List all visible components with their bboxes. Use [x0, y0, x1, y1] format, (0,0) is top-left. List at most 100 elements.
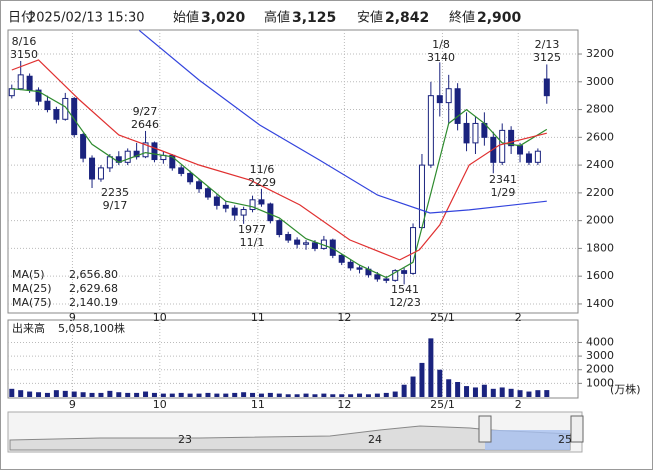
- candle-body: [97, 167, 104, 180]
- candle-body: [294, 239, 301, 245]
- candle-body: [240, 209, 247, 216]
- volume-bar: [223, 393, 229, 397]
- header-value: 3,020: [201, 10, 246, 26]
- candle-body: [187, 172, 194, 183]
- volume-bar: [71, 391, 77, 397]
- volume-bar: [419, 362, 425, 397]
- candle-body: [285, 234, 292, 241]
- y-tick-label: 2400: [586, 158, 614, 171]
- volume-bar: [178, 392, 184, 397]
- candle-body: [525, 153, 532, 163]
- header-value: 2,900: [477, 10, 522, 26]
- candle-body: [89, 157, 96, 180]
- navigator-handle[interactable]: [478, 415, 492, 443]
- candle-body: [258, 199, 265, 205]
- candle-body: [472, 122, 479, 144]
- volume-bar: [357, 393, 363, 397]
- y-tick-label: 2600: [586, 130, 614, 143]
- annotation-price: 3125: [533, 51, 561, 64]
- volume-bar: [374, 393, 380, 397]
- candle-body: [222, 204, 229, 209]
- volume-bar: [285, 394, 291, 397]
- header-label: 終値: [449, 10, 475, 26]
- navigator-label: 24: [368, 433, 382, 446]
- candle-body: [196, 181, 203, 190]
- candle-body: [124, 150, 131, 163]
- candle-body: [249, 199, 256, 211]
- candle-body: [178, 167, 185, 174]
- volume-bar: [116, 392, 122, 397]
- header-text: 日付: [8, 11, 34, 26]
- volume-bar: [401, 384, 407, 397]
- volume-bar: [53, 390, 59, 397]
- navigator-handle[interactable]: [570, 415, 584, 443]
- volume-bar: [446, 379, 452, 397]
- candle-body: [17, 74, 24, 90]
- candle-body: [44, 100, 51, 111]
- candle-body: [543, 78, 550, 97]
- annotation-price: 3150: [10, 48, 38, 61]
- volume-bar: [276, 393, 282, 397]
- candle-body: [62, 97, 69, 120]
- header-text: 2025/02/13 15:30: [28, 11, 145, 26]
- header-label: 始値: [173, 10, 199, 26]
- legend-label: MA(5): [12, 268, 45, 281]
- volume-bar: [89, 392, 95, 397]
- annotation-date: 9/27: [133, 105, 158, 118]
- x-tick-label: 9: [69, 311, 76, 324]
- volume-bar: [196, 393, 202, 397]
- volume-bar: [437, 369, 443, 397]
- annotation-price: 2229: [248, 176, 276, 189]
- candle-body: [392, 270, 399, 281]
- y-tick-label: 2000: [586, 363, 614, 376]
- navigator-area: [9, 425, 571, 451]
- candle-body: [338, 254, 345, 263]
- volume-bar: [499, 387, 505, 397]
- volume-bar: [151, 392, 157, 397]
- navigator-window[interactable]: [485, 430, 570, 450]
- annotation-price: 1977: [238, 223, 266, 236]
- y-tick-label: 4000: [586, 335, 614, 348]
- candle-body: [427, 95, 434, 166]
- candle-body: [410, 227, 417, 274]
- volume-bar: [339, 394, 345, 397]
- volume-bar: [250, 392, 256, 397]
- x-tick-label: 25/1: [430, 398, 455, 411]
- volume-bar: [535, 390, 541, 397]
- x-tick-label: 9: [69, 398, 76, 411]
- header-value: 3,125: [292, 10, 336, 26]
- candle-body: [463, 122, 470, 144]
- candle-body: [517, 145, 524, 155]
- volume-bar: [169, 393, 175, 397]
- legend-label: MA(75): [12, 296, 52, 309]
- header-value: 2,842: [385, 10, 429, 26]
- volume-bar: [392, 391, 398, 397]
- candle-body: [53, 109, 60, 120]
- candle-body: [106, 156, 113, 169]
- y-tick-label: 1400: [586, 297, 614, 310]
- y-tick-label: 2000: [586, 214, 614, 227]
- candle-body: [436, 95, 443, 104]
- candle-body: [401, 270, 408, 274]
- navigator-label: 25: [558, 433, 572, 446]
- volume-bar: [187, 393, 193, 397]
- candle-body: [454, 88, 461, 124]
- x-tick-label: 11: [251, 311, 265, 324]
- candle-body: [80, 134, 87, 159]
- candle-body: [383, 278, 390, 281]
- volume-bar: [214, 393, 220, 397]
- candle-body: [35, 89, 42, 102]
- volume-bar: [526, 391, 532, 397]
- annotation-date: 9/17: [103, 199, 128, 212]
- candle-body: [534, 150, 541, 163]
- volume-bar: [98, 392, 104, 397]
- y-tick-label: 1600: [586, 269, 614, 282]
- volume-bar: [472, 387, 478, 397]
- x-tick-label: 12: [337, 398, 351, 411]
- volume-bar: [80, 392, 86, 397]
- volume-bar: [348, 394, 354, 397]
- volume-bar: [258, 393, 264, 397]
- ma-line: [138, 29, 547, 214]
